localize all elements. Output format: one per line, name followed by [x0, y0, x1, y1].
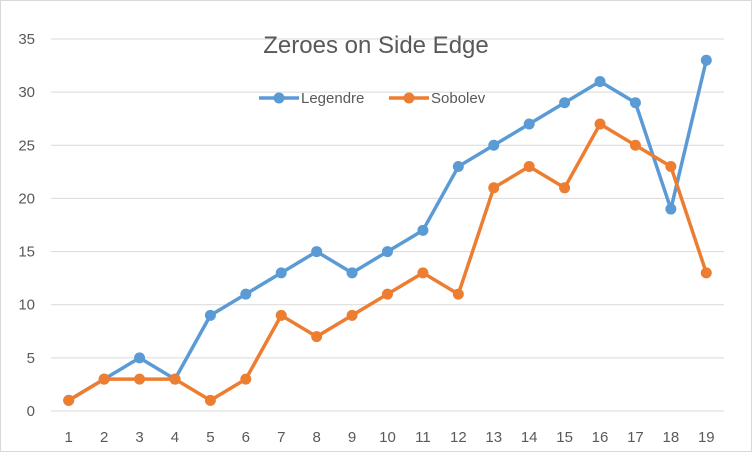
x-tick-label: 3: [135, 429, 143, 446]
x-tick-label: 12: [450, 429, 467, 446]
data-point: [523, 161, 535, 173]
x-tick-label: 18: [663, 429, 680, 446]
data-point: [417, 224, 429, 236]
x-tick-label: 4: [171, 429, 179, 446]
y-tick-label: 35: [18, 31, 35, 48]
x-tick-label: 11: [415, 429, 431, 446]
y-tick-label: 5: [27, 350, 35, 367]
x-tick-label: 15: [556, 429, 573, 446]
series-sobolev: [63, 118, 712, 406]
legend-item-legendre: Legendre: [259, 90, 364, 107]
x-tick-label: 19: [698, 429, 715, 446]
data-point: [240, 288, 252, 300]
data-point: [169, 373, 181, 385]
x-tick-label: 9: [348, 429, 356, 446]
chart-title: Zeroes on Side Edge: [263, 32, 488, 59]
y-tick-label: 25: [18, 137, 35, 154]
y-tick-label: 30: [18, 84, 35, 101]
data-point: [629, 97, 641, 109]
x-tick-label: 7: [277, 429, 285, 446]
data-point: [559, 97, 571, 109]
x-tick-label: 17: [627, 429, 644, 446]
legend-item-sobolev: Sobolev: [389, 90, 486, 107]
x-tick-label: 10: [379, 429, 396, 446]
data-point: [311, 331, 323, 343]
y-tick-label: 0: [27, 403, 35, 420]
series-line-legendre: [66, 58, 709, 403]
data-point: [594, 76, 606, 88]
x-tick-label: 2: [100, 429, 108, 446]
data-point: [275, 267, 287, 279]
data-point: [204, 309, 216, 321]
data-point: [134, 373, 146, 385]
legend-marker: [273, 92, 285, 104]
x-tick-label: 14: [521, 429, 538, 446]
data-point: [700, 267, 712, 279]
y-axis-tick-labels: 0 5 10 15 20 25 30 35: [18, 31, 35, 420]
data-point: [452, 288, 464, 300]
series-lines: [63, 54, 712, 406]
x-tick-label: 5: [206, 429, 214, 446]
x-tick-label: 8: [312, 429, 320, 446]
y-tick-label: 20: [18, 190, 35, 207]
gridlines: [51, 38, 724, 412]
data-point: [417, 267, 429, 279]
x-axis-tick-labels: 1 2 3 4 5 6 7 8 9 10 11 12 13 14 15 16 17 18 19: [65, 429, 715, 446]
x-tick-label: 16: [592, 429, 609, 446]
data-point: [700, 54, 712, 66]
data-point: [452, 161, 464, 173]
y-tick-label: 15: [18, 244, 35, 261]
data-point: [134, 352, 146, 364]
data-point: [488, 139, 500, 151]
data-point: [346, 309, 358, 321]
x-tick-label: 1: [65, 429, 73, 446]
x-tick-label: 13: [485, 429, 502, 446]
data-point: [311, 246, 323, 258]
series-legendre: [63, 54, 712, 406]
x-tick-label: 6: [242, 429, 250, 446]
legend-label: Legendre: [301, 90, 364, 107]
data-point: [204, 394, 216, 406]
data-point: [488, 182, 500, 194]
data-point: [594, 118, 606, 130]
data-point: [63, 394, 75, 406]
data-point: [665, 161, 677, 173]
data-point: [98, 373, 110, 385]
legend: Legendre Sobolev: [259, 90, 486, 107]
data-point: [629, 139, 641, 151]
data-point: [275, 309, 287, 321]
data-point: [346, 267, 358, 279]
data-point: [382, 246, 393, 258]
legend-label: Sobolev: [431, 90, 486, 107]
y-tick-label: 10: [18, 297, 35, 314]
data-point: [523, 118, 535, 130]
series-line-sobolev: [66, 122, 709, 403]
data-point: [382, 288, 393, 300]
data-point: [665, 203, 677, 215]
data-point: [559, 182, 571, 194]
legend-marker: [403, 92, 415, 104]
data-point: [240, 373, 252, 385]
